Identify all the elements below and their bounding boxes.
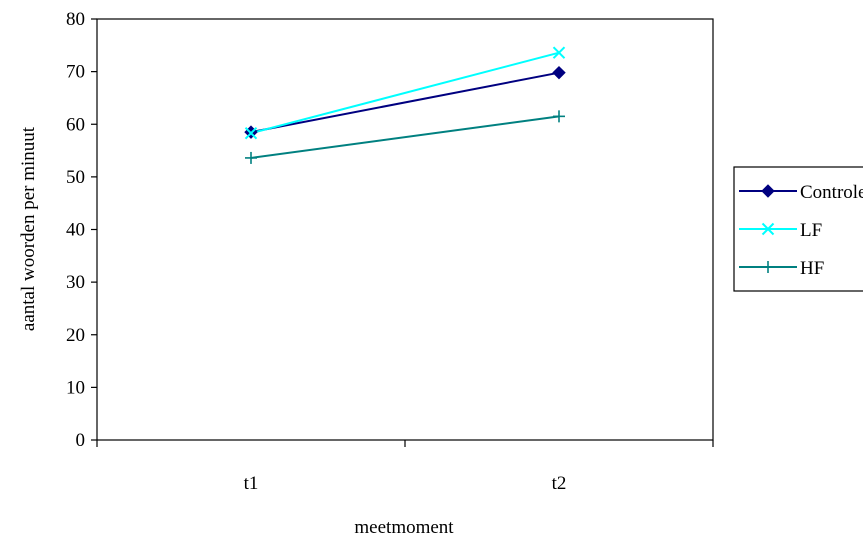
y-axis: 0 10 20 30 40 50 60 70 80	[66, 9, 97, 451]
legend-label: LF	[800, 220, 822, 241]
legend-box	[733, 166, 863, 292]
legend-swatch-marker	[762, 261, 774, 273]
y-tick-label: 30	[66, 272, 85, 293]
x-tick-label: t2	[552, 473, 567, 494]
series-line	[250, 115, 560, 159]
series-hf	[250, 115, 560, 159]
legend-swatch-marker	[761, 222, 775, 236]
y-tick-label: 70	[66, 62, 85, 83]
legend-label: Controle	[800, 182, 863, 203]
y-tick-label: 10	[66, 377, 85, 398]
plot-frame	[96, 18, 714, 441]
data-point	[552, 65, 566, 80]
series-lf	[250, 51, 560, 135]
x-tick-label: t1	[244, 473, 259, 494]
y-tick-label: 50	[66, 167, 85, 188]
data-point	[553, 110, 565, 123]
data-point	[245, 151, 257, 164]
x-marker-stroke	[552, 46, 566, 59]
legend-label: HF	[800, 258, 824, 279]
y-tick-label: 40	[66, 220, 85, 241]
y-axis-title: aantal woorden per minuut	[18, 126, 39, 331]
y-tick-label: 80	[66, 9, 85, 30]
data-point	[244, 126, 258, 140]
x-axis-title: meetmoment	[354, 517, 454, 538]
legend: Controle LF HF	[733, 166, 863, 292]
legend-swatch-marker	[761, 184, 775, 198]
x-marker-stroke	[244, 126, 258, 140]
x-marker-stroke	[761, 222, 775, 236]
series-markers-hf	[245, 110, 565, 164]
series-markers-lf	[244, 46, 566, 140]
series-line	[250, 51, 560, 135]
series-layer	[244, 46, 566, 164]
y-tick-label: 60	[66, 114, 85, 135]
series-line	[250, 71, 560, 134]
y-tick-label: 0	[76, 430, 86, 451]
x-axis: t1 t2	[96, 440, 714, 494]
y-tick-label: 20	[66, 325, 85, 346]
data-point	[552, 46, 566, 59]
plot-area	[96, 18, 714, 441]
series-controle	[250, 71, 560, 134]
